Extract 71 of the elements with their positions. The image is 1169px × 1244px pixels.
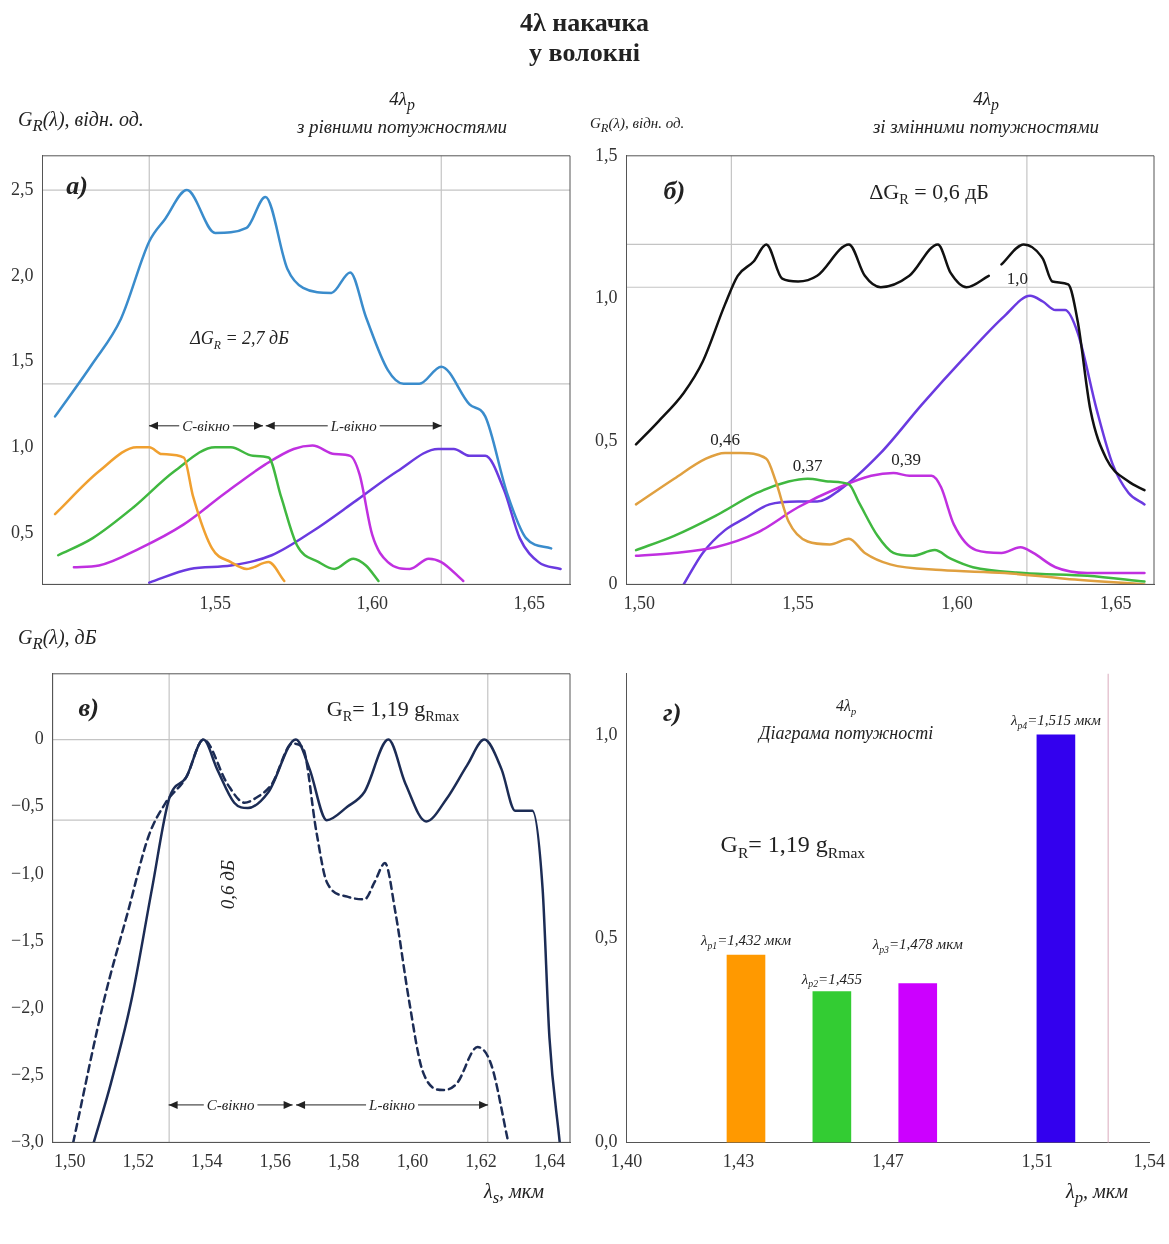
annotation: а) <box>66 171 88 201</box>
x-tick-label: 1,40 <box>610 1150 643 1171</box>
y-tick-label: 2,5 <box>11 178 34 199</box>
x-tick-label: 1,65 <box>1100 592 1132 613</box>
x-tick-label: 1,58 <box>328 1150 360 1171</box>
x-tick-label: 1,62 <box>465 1150 497 1171</box>
y-tick-label: 1,0 <box>595 287 618 308</box>
annotation: б) <box>663 175 686 205</box>
line-series <box>72 444 465 583</box>
bar <box>812 991 852 1143</box>
x-tick-label: 1,60 <box>941 592 973 613</box>
annotation: C-вікно <box>182 417 231 434</box>
y-axis-title: G$_{R}$(λ), дБ <box>18 626 97 654</box>
y-tick-label: 0 <box>34 728 44 749</box>
y-tick-label: −1,5 <box>11 929 44 950</box>
y-tick-label: 0,5 <box>595 430 618 451</box>
y-tick-label: −1,0 <box>11 862 44 883</box>
x-axis-title: λ$_{s}$, мкм <box>482 1180 545 1209</box>
annotation: 0,6 дБ <box>216 860 238 910</box>
line-series <box>634 451 1146 585</box>
y-tick-label: 0,5 <box>11 521 34 542</box>
x-tick-label: 1,55 <box>782 592 814 613</box>
y-axis-title: G$_{R}$(λ), відн. од. <box>18 108 144 136</box>
annotation: L-вікно <box>329 417 378 434</box>
x-tick-label: 1,65 <box>513 592 545 613</box>
annotation: C-вікно <box>206 1096 255 1113</box>
line-series <box>148 447 562 584</box>
y-tick-label: 1,0 <box>595 723 618 744</box>
chart-title: 4λ накачка у волокні <box>518 7 651 69</box>
x-tick-label: 1,50 <box>54 1150 86 1171</box>
x-tick-label: 1,47 <box>872 1150 904 1171</box>
x-tick-label: 1,60 <box>396 1150 429 1171</box>
line-series <box>53 446 286 583</box>
x-tick-label: 1,55 <box>199 592 231 613</box>
x-tick-label: 1,64 <box>533 1150 566 1171</box>
y-tick-label: −0,5 <box>11 795 44 816</box>
bar <box>1036 734 1076 1143</box>
y-tick-label: 0,5 <box>595 927 618 948</box>
y-tick-label: −2,5 <box>11 1064 44 1084</box>
x-tick-label: 1,43 <box>722 1150 755 1171</box>
x-axis-title: λ$_{p}$, мкм <box>1064 1180 1129 1209</box>
x-tick-label: 1,51 <box>1021 1150 1053 1171</box>
annotation: в) <box>78 692 99 722</box>
y-tick-label: −3,0 <box>11 1131 44 1152</box>
annotation: 0,37 <box>792 455 823 475</box>
bar <box>726 954 766 1143</box>
x-tick-label: 1,50 <box>623 592 655 613</box>
annotation: Діаграма потужності <box>756 723 934 744</box>
x-tick-label: 1,60 <box>356 592 388 613</box>
y-tick-label: 1,5 <box>11 350 34 371</box>
y-tick-label: 1,0 <box>11 435 34 456</box>
bar <box>898 983 938 1143</box>
y-axis-title: G$_{R}$(λ), відн. од. <box>590 115 685 136</box>
y-tick-label: 1,5 <box>595 144 618 165</box>
annotation: L-вікно <box>368 1096 416 1113</box>
x-tick-label: 1,56 <box>259 1150 292 1171</box>
annotation: 1,0 <box>1006 268 1028 288</box>
annotation: г) <box>663 697 682 727</box>
y-tick-label: 0 <box>608 573 618 594</box>
annotation: 0,46 <box>710 429 740 449</box>
y-tick-label: 2,0 <box>11 264 34 285</box>
chart-subtitle: 4λ$_{p}$ з рівними потужностями <box>295 88 509 138</box>
x-tick-label: 1,54 <box>191 1150 223 1171</box>
x-tick-label: 1,54 <box>1133 1150 1165 1171</box>
line-series <box>682 294 1146 585</box>
y-tick-label: −2,0 <box>11 996 44 1017</box>
x-tick-label: 1,52 <box>122 1150 155 1171</box>
annotation: 0,39 <box>891 449 922 469</box>
line-series <box>56 446 380 583</box>
y-tick-label: 0,0 <box>595 1131 618 1152</box>
chart-subtitle: 4λ$_{p}$ зі змінними потужностями <box>871 88 1101 138</box>
